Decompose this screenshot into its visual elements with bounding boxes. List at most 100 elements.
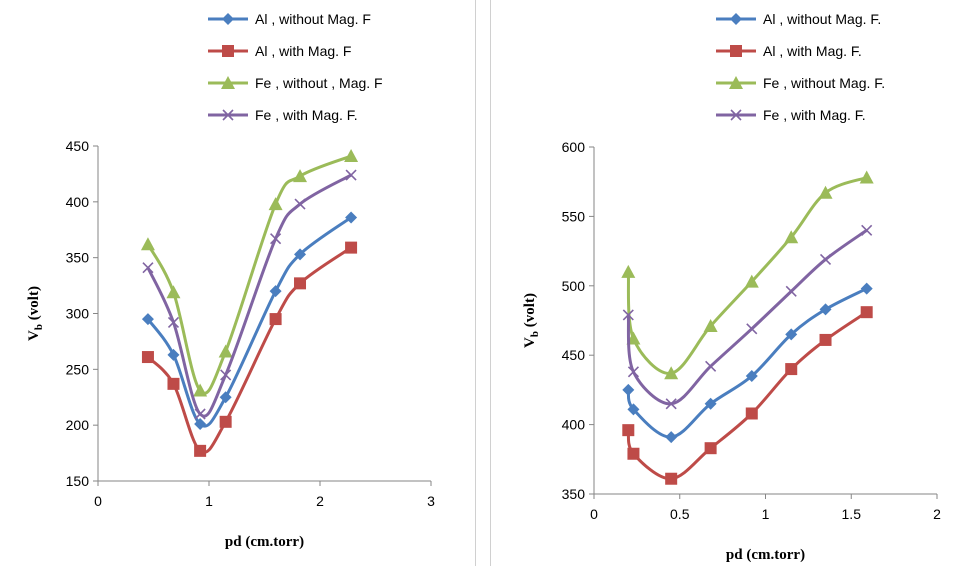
y-tick-label: 200: [66, 417, 90, 433]
data-point: [860, 282, 873, 295]
data-point: [705, 360, 717, 372]
legend-marker: [222, 13, 234, 25]
data-point: [294, 277, 307, 290]
data-point: [622, 383, 635, 396]
data-point: [859, 170, 874, 184]
legend-marker: [222, 45, 234, 57]
data-point: [785, 328, 798, 341]
chart-panel-right: 350 400 450 500 550 600 0 0.5 1 1.5 2 pd (cm.torr) V…: [490, 0, 964, 566]
data-point: [621, 264, 636, 278]
data-point: [194, 408, 206, 420]
x-axis-title: pd (cm.torr): [225, 534, 304, 550]
y-tick-label: 450: [562, 347, 586, 363]
data-point: [665, 472, 678, 485]
x-tick-label: 2: [933, 506, 941, 522]
data-point: [622, 424, 635, 437]
data-point: [194, 444, 207, 457]
data-point: [703, 319, 718, 333]
y-tick-label: 150: [66, 473, 90, 489]
series-1: [622, 306, 873, 485]
data-point: [627, 366, 640, 378]
data-point: [665, 398, 677, 410]
legend-marker: [221, 76, 235, 89]
data-point: [269, 285, 282, 298]
data-point: [818, 185, 833, 199]
data-point: [141, 351, 154, 364]
data-point: [819, 303, 832, 316]
data-point: [622, 309, 634, 321]
data-point: [166, 285, 181, 299]
y-tick-label: 350: [66, 250, 90, 266]
data-point: [194, 418, 207, 431]
legend-marker: [222, 109, 234, 121]
legend-item: Al , without Mag. F.: [716, 11, 881, 27]
y-axis-title-main: V: [26, 330, 42, 341]
series-1: [141, 241, 358, 457]
series-0: [622, 282, 873, 444]
y-axis-title-rest: (volt): [26, 286, 42, 324]
legend-item: Al , with Mag. F.: [716, 43, 862, 59]
data-point: [141, 313, 154, 326]
y-tick-label: 350: [562, 486, 586, 502]
legend-label: Fe , with Mag. F.: [763, 107, 866, 123]
y-tick-label: 400: [562, 417, 586, 433]
data-point: [193, 383, 208, 397]
data-point: [167, 377, 180, 390]
data-point: [220, 369, 232, 381]
data-point: [627, 403, 640, 416]
data-point: [861, 224, 873, 236]
y-axis-title-sub: b: [33, 324, 45, 330]
data-point: [627, 447, 640, 460]
y-tick-label: 500: [562, 278, 586, 294]
legend-item: Al , with Mag. F: [208, 43, 351, 59]
data-point: [704, 442, 717, 455]
legend-marker: [730, 109, 742, 121]
data-point: [785, 285, 797, 297]
legend-item: Fe , without Mag. F.: [716, 75, 885, 91]
data-point: [345, 211, 358, 224]
legend-label: Al , with Mag. F.: [763, 43, 862, 59]
series-2: [621, 170, 874, 380]
data-point: [293, 169, 308, 183]
data-point: [784, 230, 799, 244]
data-point: [745, 370, 758, 383]
data-point: [746, 323, 758, 335]
chart-left: 150 200 250 300 350 400 450 0 1 2 3 pd (cm.torr) Vb …: [26, 11, 435, 550]
y-tick-label: 300: [66, 306, 90, 322]
data-point: [664, 366, 679, 380]
y-tick-label: 400: [66, 194, 90, 210]
data-point: [140, 237, 155, 251]
legend-marker: [730, 45, 742, 57]
legend-item: Fe , with Mag. F.: [716, 107, 866, 123]
data-point: [219, 391, 232, 404]
legend-label: Al , with Mag. F: [255, 43, 351, 59]
x-tick-label: 3: [427, 493, 435, 509]
data-point: [704, 397, 717, 410]
legend-label: Al , without Mag. F: [255, 11, 371, 27]
legend-item: Fe , with Mag. F.: [208, 107, 358, 123]
data-point: [819, 333, 832, 346]
data-point: [270, 233, 282, 245]
y-tick-label: 250: [66, 361, 90, 377]
data-point: [344, 149, 359, 163]
data-point: [745, 407, 758, 420]
data-point: [218, 344, 233, 358]
chart-panel-left: 150 200 250 300 350 400 450 0 1 2 3 pd (cm.torr) Vb …: [0, 0, 476, 566]
x-tick-label: 0: [590, 506, 598, 522]
x-tick-label: 0.5: [670, 506, 690, 522]
data-point: [345, 169, 357, 181]
x-tick-label: 2: [316, 493, 324, 509]
y-tick-label: 600: [562, 139, 586, 155]
data-point: [860, 306, 873, 319]
y-tick-label: 550: [562, 208, 586, 224]
data-point: [294, 248, 307, 261]
legend-marker: [729, 76, 743, 89]
x-axis-title: pd (cm.torr): [726, 547, 805, 563]
data-point: [744, 274, 759, 288]
data-point: [167, 316, 180, 328]
legend-label: Fe , without Mag. F.: [763, 75, 885, 91]
y-axis-title-sub: b: [529, 331, 541, 337]
data-point: [268, 197, 283, 211]
x-tick-label: 1.5: [842, 506, 862, 522]
chart-right: 350 400 450 500 550 600 0 0.5 1 1.5 2 pd (cm.torr) V…: [522, 11, 941, 563]
